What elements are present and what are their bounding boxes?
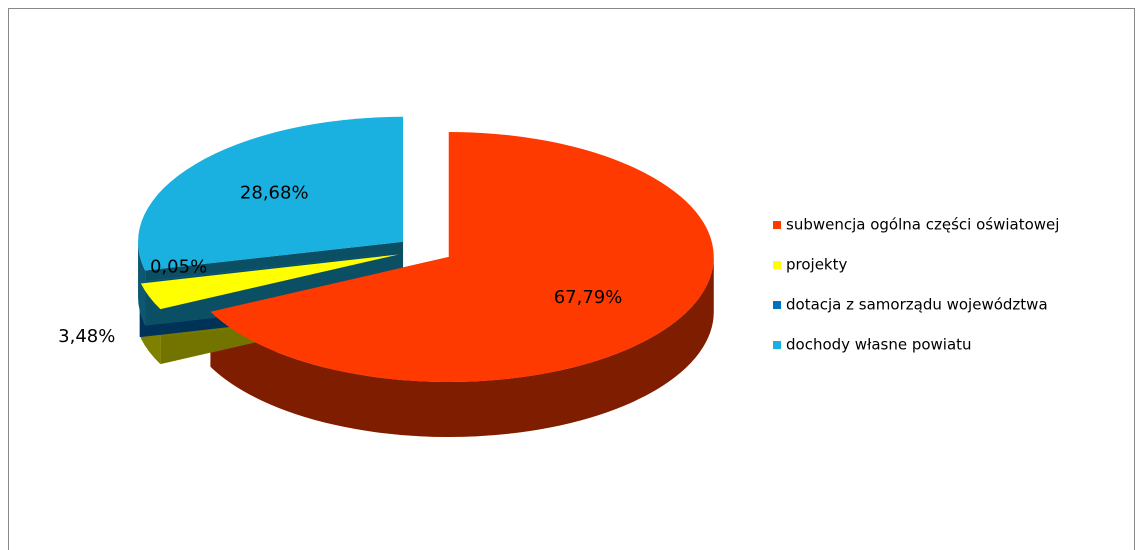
legend-swatch — [773, 221, 781, 229]
data-label: 0,05% — [150, 257, 207, 278]
legend-swatch — [773, 341, 781, 349]
slice — [140, 254, 399, 310]
legend-label: dotacja z samorządu województwa — [786, 296, 1048, 314]
data-label: 3,48% — [58, 326, 115, 347]
legend-label: subwencja ogólna części oświatowej — [786, 216, 1059, 234]
pie: 67,79% 3,48% 0,05% 28,68% — [58, 116, 714, 438]
slice — [138, 116, 404, 271]
legend-swatch — [773, 261, 781, 269]
data-label: 28,68% — [240, 183, 309, 204]
legend: subwencja ogólna części oświatowej projek… — [773, 216, 1059, 354]
slice — [139, 253, 398, 283]
legend-label: projekty — [786, 256, 848, 274]
slice-side-shade — [210, 257, 714, 438]
data-label: 67,79% — [554, 287, 623, 308]
legend-label: dochody własne powiatu — [786, 336, 972, 354]
legend-swatch — [773, 301, 781, 309]
slice — [210, 132, 714, 383]
